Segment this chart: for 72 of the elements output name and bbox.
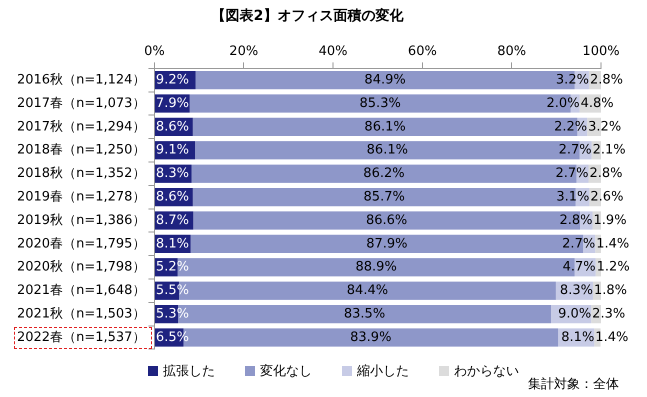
legend-label: 縮小した (356, 363, 409, 380)
data-label: 2.1% (592, 142, 626, 158)
data-label: 88.9% (355, 260, 397, 275)
y-tick-label: 2020秋（n=1,798） (16, 260, 146, 275)
data-label: 3.1% (556, 189, 590, 204)
data-label: 2.0% (546, 96, 580, 111)
y-tick-label: 2019春（n=1,278） (16, 189, 146, 204)
y-tick-label: 2022春（n=1,537） (16, 330, 146, 345)
data-label: 1.4% (595, 330, 628, 345)
data-label: 5.3% (156, 306, 189, 322)
data-label: 84.4% (346, 283, 388, 298)
x-tick-label: 80% (497, 44, 526, 59)
y-tick-label: 2017秋（n=1,294） (16, 119, 146, 134)
data-label: 5.5% (156, 283, 189, 298)
data-label: 6.5% (156, 330, 189, 345)
data-label: 3.2% (556, 72, 589, 88)
data-label: 83.9% (350, 330, 392, 345)
legend-label: 拡張した (162, 363, 215, 380)
data-label: 2.7% (558, 142, 592, 158)
y-tick-label: 2018春（n=1,250） (16, 142, 146, 158)
x-tick-label: 60% (408, 44, 437, 59)
data-label: 87.9% (366, 236, 408, 252)
data-label: 9.2% (156, 72, 189, 88)
data-label: 8.1% (561, 330, 594, 345)
y-tick-label: 2018秋（n=1,352） (16, 166, 146, 182)
data-label: 9.0% (558, 306, 592, 322)
data-label: 8.6% (156, 119, 189, 134)
data-label: 8.3% (156, 166, 189, 182)
data-label: 84.9% (364, 72, 406, 88)
data-label: 7.9% (156, 96, 189, 111)
y-tick-label: 2016秋（n=1,124） (16, 72, 146, 88)
x-tick-label: 0% (144, 44, 165, 59)
data-label: 1.9% (594, 212, 627, 228)
data-label: 2.8% (590, 72, 623, 88)
data-label: 8.3% (560, 283, 593, 298)
chart-title: 【図表2】オフィス面積の変化 (212, 7, 404, 24)
data-label: 2.8% (559, 212, 593, 228)
data-label: 4.7% (562, 260, 596, 275)
data-label: 4.8% (580, 96, 614, 111)
y-tick-label: 2017春（n=1,073） (16, 96, 146, 111)
x-tick-label: 40% (318, 44, 348, 59)
data-label: 8.7% (156, 212, 189, 228)
data-label: 2.2% (554, 119, 588, 134)
data-label: 9.1% (156, 142, 189, 158)
data-label: 2.3% (592, 306, 626, 322)
data-label: 1.8% (594, 283, 627, 298)
data-label: 83.5% (344, 306, 386, 322)
data-label: 8.1% (156, 236, 189, 252)
legend-label: わからない (453, 363, 519, 380)
x-tick-label: 100% (582, 44, 620, 59)
y-tick-label: 2020春（n=1,795） (16, 236, 146, 252)
data-label: 3.2% (588, 119, 622, 134)
data-label: 85.3% (360, 96, 401, 111)
data-label: 85.7% (364, 189, 405, 204)
data-label: 2.7% (562, 236, 596, 252)
data-label: 86.6% (366, 212, 408, 228)
data-label: 86.1% (366, 142, 408, 158)
data-label: 2.7% (555, 166, 588, 182)
data-label: 2.8% (589, 166, 623, 182)
y-tick-label: 2021秋（n=1,503） (16, 306, 146, 322)
legend-label: 変化なし (259, 363, 312, 380)
text: 集計対象：全体 (528, 376, 619, 393)
x-tick-label: 20% (229, 44, 258, 59)
data-label: 1.2% (596, 260, 630, 275)
data-label: 2.6% (590, 189, 624, 204)
data-label: 1.4% (596, 236, 630, 252)
data-label: 8.6% (156, 189, 189, 204)
data-label: 5.2% (156, 260, 189, 275)
y-tick-label: 2021春（n=1,648） (16, 283, 146, 298)
data-label: 86.2% (363, 166, 405, 182)
data-label: 86.1% (364, 119, 406, 134)
y-tick-label: 2019秋（n=1,386） (16, 212, 146, 228)
